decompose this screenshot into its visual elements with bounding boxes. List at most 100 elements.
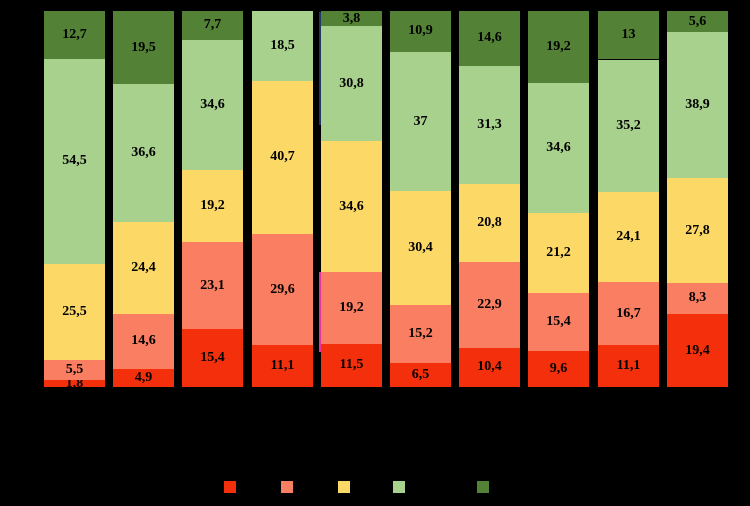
- data-label: 11,5: [339, 357, 364, 373]
- data-label: 19,4: [685, 342, 710, 358]
- data-label: 27,8: [685, 222, 710, 238]
- bar-3-segment-dark-green: 7,7: [182, 11, 243, 40]
- data-label: 18,5: [270, 38, 295, 54]
- bar-9-segment-red: 11,1: [598, 345, 659, 387]
- bar-3-segment-yellow: 19,2: [182, 170, 243, 243]
- bar-5-segment-salmon: 19,2: [321, 271, 382, 344]
- legend-dark-green-swatch: [477, 481, 489, 493]
- data-label: 3,8: [342, 10, 361, 26]
- data-label: 54,5: [62, 153, 87, 169]
- bar-6-segment-salmon: 15,2: [390, 305, 451, 363]
- data-label: 19,2: [200, 198, 225, 214]
- bar-10-segment-salmon: 8,3: [667, 282, 728, 315]
- thin-line-magenta: [319, 272, 321, 352]
- data-label: 16,7: [616, 305, 641, 321]
- bar-6-segment-red: 6,5: [390, 362, 451, 387]
- bar-6-segment-yellow: 30,4: [390, 191, 451, 306]
- data-label: 5,5: [65, 361, 84, 377]
- bar-7-segment-dark-green: 14,6: [459, 11, 520, 66]
- bar-10-segment-red: 19,4: [667, 314, 728, 387]
- data-label: 34,6: [200, 96, 225, 112]
- data-label: 15,2: [408, 325, 433, 341]
- bar-7-segment-red: 10,4: [459, 347, 520, 387]
- bar-9-segment-salmon: 16,7: [598, 282, 659, 346]
- bar-8-segment-yellow: 21,2: [528, 213, 589, 293]
- bar-5-segment-yellow: 34,6: [321, 141, 382, 272]
- legend-salmon-swatch: [281, 481, 293, 493]
- data-label: 37: [413, 113, 428, 129]
- bar-9-segment-dark-green: 13: [598, 10, 659, 60]
- data-label: 40,7: [270, 149, 295, 165]
- data-label: 8,3: [688, 290, 707, 306]
- bar-1-segment-yellow: 25,5: [44, 263, 105, 360]
- legend-yellow-swatch: [338, 481, 350, 493]
- data-label: 30,4: [408, 240, 433, 256]
- data-label: 14,6: [477, 30, 502, 46]
- data-label: 38,9: [685, 97, 710, 113]
- bar-6-segment-light-green: 37: [390, 51, 451, 192]
- data-label: 13: [621, 27, 636, 43]
- bar-1-segment-light-green: 54,5: [44, 58, 105, 264]
- data-label: 19,2: [339, 299, 364, 315]
- data-label: 34,6: [546, 140, 571, 156]
- bar-8-segment-red: 9,6: [528, 350, 589, 387]
- bar-9-segment-light-green: 35,2: [598, 59, 659, 192]
- data-label: 11,1: [270, 358, 295, 374]
- data-label: 11,1: [616, 358, 641, 374]
- data-label: 9,6: [549, 360, 568, 376]
- bar-3-segment-salmon: 23,1: [182, 242, 243, 330]
- data-label: 21,2: [546, 245, 571, 261]
- data-label: 35,2: [616, 117, 641, 133]
- bar-10-segment-yellow: 27,8: [667, 178, 728, 283]
- bar-6-segment-dark-green: 10,9: [390, 11, 451, 52]
- bar-5-segment-light-green: 30,8: [321, 25, 382, 142]
- bar-2-segment-dark-green: 19,5: [113, 11, 174, 85]
- data-label: 15,4: [546, 313, 571, 329]
- data-label: 29,6: [270, 281, 295, 297]
- bar-1-segment-red: 1,8: [44, 376, 105, 390]
- bar-7-segment-light-green: 31,3: [459, 65, 520, 184]
- data-label: 24,1: [616, 229, 641, 245]
- bar-7-segment-salmon: 22,9: [459, 261, 520, 348]
- data-label: 23,1: [200, 277, 225, 293]
- bar-7-segment-yellow: 20,8: [459, 183, 520, 262]
- data-label: 19,2: [546, 39, 571, 55]
- bar-4-segment-light-green: 18,5: [252, 11, 313, 81]
- data-label: 25,5: [62, 303, 87, 319]
- data-label: 10,9: [408, 23, 433, 39]
- data-label: 36,6: [131, 145, 156, 161]
- bar-1-segment-dark-green: 12,7: [44, 11, 105, 59]
- data-label: 15,4: [200, 350, 225, 366]
- bar-2-segment-yellow: 24,4: [113, 221, 174, 314]
- bar-2-segment-red: 4,9: [113, 368, 174, 387]
- data-label: 7,7: [203, 17, 222, 33]
- bar-4-segment-yellow: 40,7: [252, 80, 313, 234]
- data-label: 22,9: [477, 296, 502, 312]
- data-label: 4,9: [134, 369, 153, 385]
- bar-8-segment-salmon: 15,4: [528, 293, 589, 351]
- legend-light-green-swatch: [393, 481, 405, 493]
- data-label: 6,5: [411, 366, 430, 382]
- data-label: 10,4: [477, 359, 502, 375]
- data-label: 12,7: [62, 26, 87, 42]
- bar-8-segment-dark-green: 19,2: [528, 11, 589, 84]
- bar-4-segment-red: 11,1: [252, 345, 313, 387]
- bar-5-segment-red: 11,5: [321, 343, 382, 387]
- bar-2-segment-light-green: 36,6: [113, 84, 174, 222]
- bar-10-segment-dark-green: 5,6: [667, 11, 728, 33]
- bar-2-segment-salmon: 14,6: [113, 313, 174, 369]
- data-label: 19,5: [131, 39, 156, 55]
- bar-1-segment-salmon: 5,5: [44, 359, 105, 381]
- bar-9-segment-yellow: 24,1: [598, 191, 659, 283]
- data-label: 34,6: [339, 198, 364, 214]
- bar-4-segment-salmon: 29,6: [252, 233, 313, 346]
- data-label: 5,6: [688, 13, 707, 29]
- bar-5-segment-dark-green: 3,8: [321, 10, 382, 26]
- data-label: 31,3: [477, 116, 502, 132]
- thin-line-navy: [319, 12, 321, 125]
- legend-red-swatch: [224, 481, 236, 493]
- data-label: 30,8: [339, 75, 364, 91]
- data-label: 24,4: [131, 259, 156, 275]
- bar-10-segment-light-green: 38,9: [667, 32, 728, 179]
